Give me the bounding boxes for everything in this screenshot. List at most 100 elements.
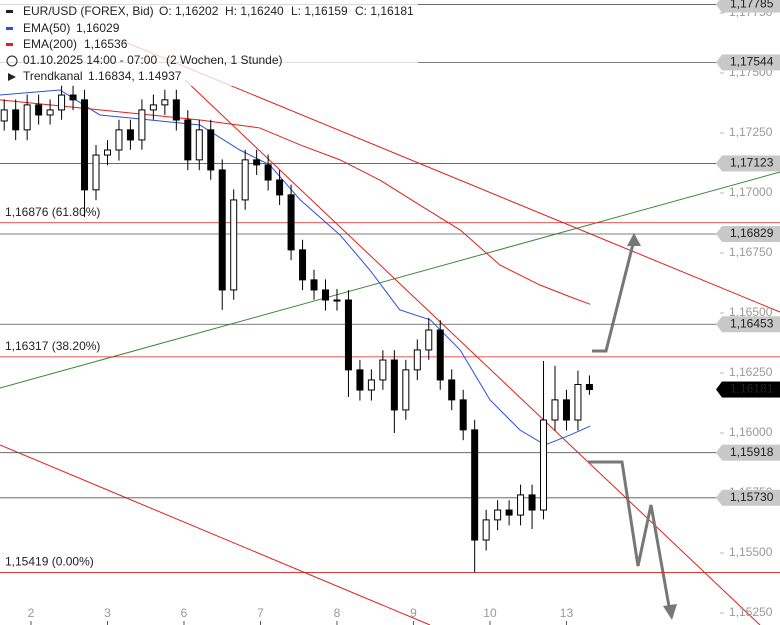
candle-body	[436, 329, 444, 381]
level-label-pointer	[716, 226, 722, 243]
fib-label: 1,16317 (38.20%)	[5, 339, 100, 353]
x-tick-label: 2	[28, 606, 35, 620]
y-tick-label: 1,16750	[729, 245, 773, 259]
legend-swatch	[6, 43, 13, 46]
legend-channel-values: 1.16834, 1.14937	[88, 69, 182, 83]
legend-low: L: 1,16159	[291, 4, 348, 18]
candle-body	[35, 104, 43, 116]
candle-body	[149, 104, 157, 111]
candle-body	[333, 299, 341, 302]
x-tick-label: 8	[334, 606, 341, 620]
candle-body	[230, 199, 238, 291]
candle-body	[115, 129, 123, 151]
candle-body	[12, 109, 20, 131]
y-tick-label: 1,17250	[729, 125, 773, 139]
candle-body	[321, 289, 329, 301]
y-tick-label: 1,15500	[729, 545, 773, 559]
candle-body	[344, 299, 352, 371]
level-label-pointer	[716, 316, 722, 333]
legend-period: 01.10.2025 14:00 - 07:00	[23, 53, 157, 67]
candle-body	[551, 399, 559, 421]
marks	[0, 84, 593, 573]
trend-line	[0, 171, 780, 389]
candle-body	[81, 99, 89, 191]
level-label-box	[722, 226, 780, 243]
candle-body	[299, 249, 307, 281]
candle-body	[253, 159, 261, 166]
x-tick-label: 6	[181, 606, 188, 620]
candle-body	[356, 369, 364, 391]
grid: 1,16876 (61.80%) 1,16317 (38.20%) 1,15419 …	[0, 4, 780, 573]
candle-body	[126, 129, 134, 141]
candle-body	[574, 384, 582, 421]
axis: 1,177501,175001,172501,170001,167501,165…	[28, 0, 780, 625]
candle-body	[494, 509, 502, 521]
legend-background	[0, 0, 418, 86]
x-tick-label: 13	[560, 606, 574, 620]
candle-body	[540, 419, 548, 511]
level-label-box	[722, 489, 780, 506]
candle-body	[448, 379, 456, 401]
y-tick-label: 1,15250	[729, 605, 773, 619]
legend-period-note: (2 Wochen, 1 Stunde)	[166, 53, 283, 67]
legend-swatch	[6, 10, 13, 13]
legend-series-name: EMA(200)	[23, 37, 77, 51]
level-label-pointer	[716, 489, 722, 506]
candle-body	[310, 279, 318, 291]
candle-body	[471, 429, 479, 541]
candle-body	[69, 94, 77, 101]
candle-body	[402, 369, 410, 411]
level-label: 1,16453	[730, 316, 774, 330]
candle-body	[218, 169, 226, 291]
arrow-head	[663, 604, 677, 620]
current-price-box	[722, 381, 780, 398]
candle-body	[241, 159, 249, 201]
candle-body	[425, 329, 433, 351]
candle-body	[390, 359, 398, 411]
legend-series-value: 1,16029	[76, 21, 120, 35]
y-tick-label: 1,16000	[729, 425, 773, 439]
candle-body	[585, 384, 593, 391]
candle-body	[528, 494, 536, 511]
candle-body	[207, 129, 215, 171]
level-label: 1,16829	[730, 226, 774, 240]
level-label-pointer	[716, 54, 722, 71]
clock-icon	[6, 55, 18, 67]
candle-body	[505, 509, 513, 516]
fib-label: 1,15419 (0.00%)	[5, 555, 94, 569]
candle-body	[264, 164, 272, 181]
candle-body	[195, 129, 203, 161]
level-label: 1,17123	[730, 156, 774, 170]
fib-label: 1,16876 (61.80%)	[5, 205, 100, 219]
legend-swatch	[6, 27, 13, 30]
candle-body	[482, 519, 490, 541]
legend: EUR/USD (FOREX, Bid) O: 1,16202 H: 1,162…	[0, 0, 418, 86]
candle-body	[562, 399, 570, 421]
level-label-box	[722, 444, 780, 461]
candle-body	[517, 494, 525, 516]
candle-body	[184, 119, 192, 161]
candle-body	[379, 359, 387, 381]
candle-body	[138, 109, 146, 141]
drawings	[0, 39, 780, 625]
level-label-pointer	[716, 444, 722, 461]
level-label-box	[722, 0, 780, 13]
legend-open: O: 1,16202	[159, 4, 219, 18]
candle-body	[276, 179, 284, 196]
candle-body	[103, 149, 111, 156]
candle-body	[92, 154, 100, 191]
channel-icon	[8, 73, 16, 81]
candle-body	[58, 94, 66, 111]
level-label: 1,15918	[730, 445, 774, 459]
legend-series-value: 1,16536	[84, 37, 128, 51]
legend-channel: Trendkanal	[23, 69, 83, 83]
level-label: 1,15730	[730, 490, 774, 504]
arrow-head	[627, 233, 641, 246]
legend-symbol: EUR/USD (FOREX, Bid)	[23, 4, 154, 18]
projection-arrow	[592, 239, 636, 353]
current-price-label: 1,16181	[730, 382, 774, 396]
candle-body	[161, 99, 169, 106]
candle-body	[287, 194, 295, 251]
candle-body	[413, 349, 421, 371]
